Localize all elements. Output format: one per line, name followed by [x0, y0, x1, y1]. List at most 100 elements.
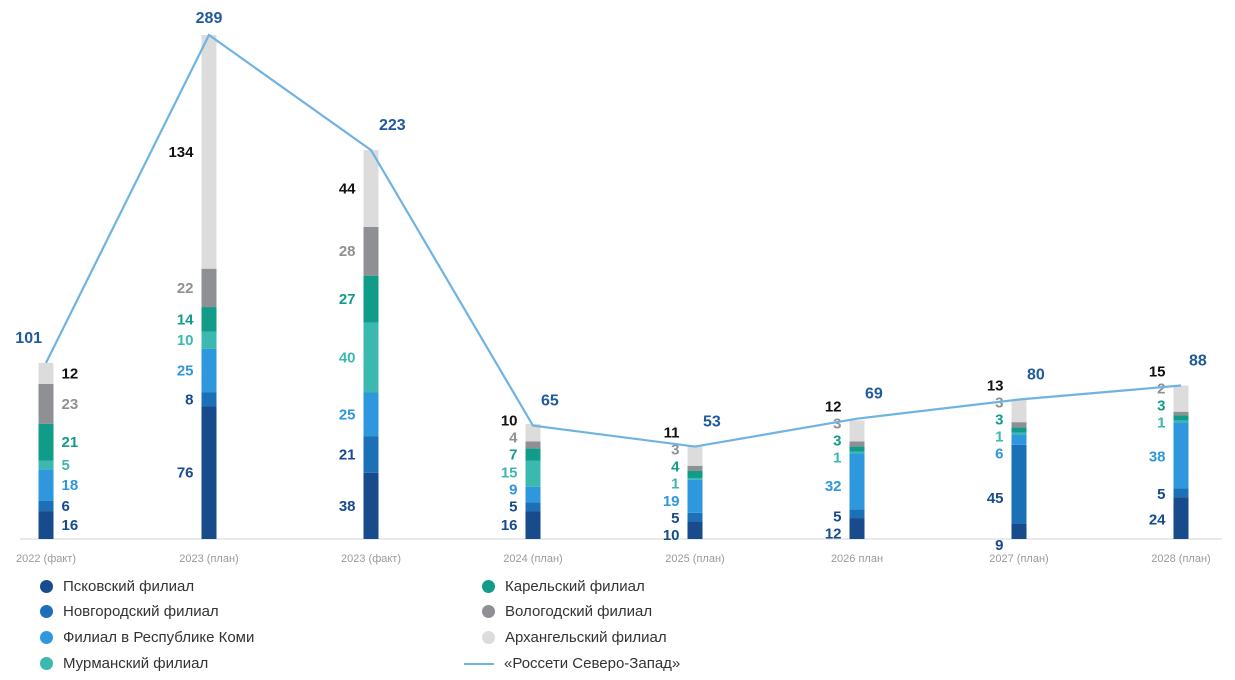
value-label: 3	[671, 442, 679, 459]
value-label: 1	[833, 449, 841, 466]
bar-segment	[849, 453, 865, 510]
bar-segment	[525, 486, 541, 503]
value-label: 4	[509, 429, 518, 446]
x-tick-label: 2022 (факт)	[16, 553, 76, 565]
bar-segment	[38, 423, 54, 461]
value-label: 9	[509, 482, 517, 499]
bar-segment	[1173, 420, 1189, 423]
bar-segment	[687, 470, 703, 478]
bar-segment	[687, 446, 703, 466]
value-label: 13	[987, 377, 1004, 394]
value-labels: 1661852123127682510142213438212540272844…	[62, 144, 1167, 554]
bar-segment	[201, 331, 217, 349]
bar-segment	[849, 441, 865, 447]
value-label: 4	[671, 459, 680, 476]
total-value-label: 69	[865, 386, 883, 403]
bar-segment	[687, 465, 703, 471]
value-label: 12	[825, 525, 842, 542]
value-label: 45	[987, 490, 1004, 507]
value-label: 16	[62, 517, 79, 534]
bar-segment	[1011, 399, 1027, 423]
bar-segment	[849, 518, 865, 539]
value-label: 134	[168, 144, 194, 161]
value-label: 11	[664, 425, 680, 442]
value-label: 5	[833, 508, 841, 525]
bar-segment	[525, 502, 541, 512]
bar-segment	[1173, 497, 1189, 539]
bar-segment	[201, 35, 217, 269]
bar-segment	[363, 150, 379, 227]
value-label: 21	[339, 446, 356, 463]
total-value-label: 101	[15, 330, 42, 347]
bar-segment	[1173, 422, 1189, 489]
bar-segment	[38, 511, 54, 539]
bar-segment	[1011, 422, 1027, 428]
value-label: 1	[671, 476, 679, 493]
bar-segment	[363, 472, 379, 539]
total-value-label: 223	[379, 117, 406, 134]
value-label: 5	[1157, 486, 1165, 503]
bar-segment	[201, 392, 217, 407]
total-value-label: 88	[1189, 353, 1207, 370]
value-label: 5	[671, 510, 679, 527]
value-label: 14	[177, 311, 194, 328]
value-label: 5	[62, 457, 70, 474]
bar-segment	[525, 448, 541, 461]
value-label: 23	[62, 396, 79, 413]
x-tick-label: 2025 (план)	[665, 553, 724, 565]
value-label: 5	[509, 499, 517, 516]
bar-segment	[363, 392, 379, 437]
value-label: 18	[62, 477, 79, 494]
value-label: 10	[501, 412, 518, 429]
value-label: 3	[833, 432, 841, 449]
value-label: 8	[185, 391, 193, 408]
value-label: 12	[62, 365, 79, 382]
value-label: 10	[177, 332, 194, 349]
x-tick-label: 2027 (план)	[989, 553, 1048, 565]
bar-segment	[687, 477, 703, 480]
bar-segment	[687, 521, 703, 539]
bar-segment	[1011, 444, 1027, 524]
bar-segment	[687, 512, 703, 522]
value-label: 6	[62, 498, 70, 515]
bar-segment	[38, 460, 54, 470]
value-label: 16	[501, 517, 518, 534]
value-label: 44	[339, 180, 356, 197]
total-value-label: 53	[703, 414, 721, 431]
value-label: 3	[995, 411, 1003, 428]
value-label: 7	[509, 446, 517, 463]
bar-segment	[1173, 415, 1189, 421]
bar-segment	[38, 362, 54, 384]
value-label: 10	[663, 527, 680, 544]
bar-segment	[363, 322, 379, 393]
value-label: 1	[1157, 415, 1165, 432]
value-label: 32	[825, 478, 842, 495]
bar-segment	[849, 446, 865, 452]
bar-segment	[201, 268, 217, 308]
value-label: 15	[1149, 364, 1166, 381]
value-label: 25	[339, 406, 356, 423]
x-tick-label: 2023 (факт)	[341, 553, 401, 565]
value-label: 25	[177, 363, 194, 380]
value-label: 6	[995, 445, 1003, 462]
value-label: 9	[995, 537, 1003, 554]
bar-segment	[201, 348, 217, 393]
value-label: 19	[663, 493, 680, 510]
total-value-label: 80	[1027, 366, 1045, 383]
bar-segment	[363, 275, 379, 323]
bar-segment	[849, 509, 865, 519]
total-value-label: 65	[541, 393, 559, 410]
bar-segment	[1011, 432, 1027, 435]
value-label: 76	[177, 465, 194, 482]
bar-segment	[363, 436, 379, 473]
bar-segment	[1011, 523, 1027, 539]
value-label: 2	[1157, 381, 1165, 398]
bar-segment	[38, 469, 54, 501]
value-label: 24	[1149, 511, 1166, 528]
x-tick-labels: 2022 (факт) 2023 (план) 2023 (факт) 2024 (п…	[16, 553, 1211, 565]
total-line-path	[45, 33, 1182, 448]
bar-segment	[525, 511, 541, 539]
value-label: 38	[1149, 449, 1166, 466]
